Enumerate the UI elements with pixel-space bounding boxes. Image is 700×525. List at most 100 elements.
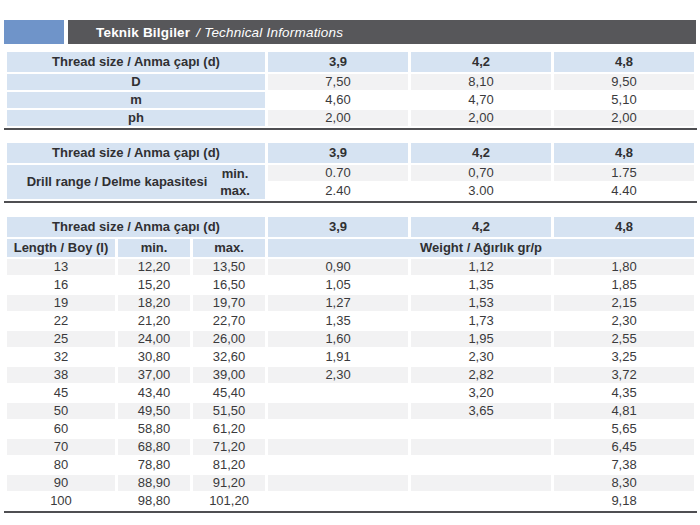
value-cell: 1.75 bbox=[554, 165, 694, 181]
weight-cell: 6,45 bbox=[554, 439, 694, 455]
max-cell: 81,20 bbox=[193, 457, 265, 473]
weight-cell: 4,81 bbox=[554, 403, 694, 419]
weight-cell: 3,72 bbox=[554, 367, 694, 383]
length-cell: 100 bbox=[7, 493, 115, 509]
length-cell: 22 bbox=[7, 313, 115, 329]
table-row: 13 12,20 13,50 0,90 1,12 1,80 bbox=[7, 259, 694, 275]
col-header-4-2: 4,2 bbox=[411, 143, 551, 163]
weight-cell bbox=[411, 475, 551, 491]
title-bar-strip: Teknik Bilgiler / Technical Informations bbox=[68, 20, 696, 44]
length-cell: 16 bbox=[7, 277, 115, 293]
weight-header: Weight / Ağırlık gr/p bbox=[268, 239, 694, 257]
value-cell: 3.00 bbox=[411, 183, 551, 199]
row-label-ph: ph bbox=[7, 110, 265, 126]
table-row: 16 15,20 16,50 1,05 1,35 1,85 bbox=[7, 277, 694, 293]
table-row: ph 2,00 2,00 2,00 bbox=[7, 110, 694, 126]
value-cell: 2,00 bbox=[554, 110, 694, 126]
col-header-3-9: 3,9 bbox=[268, 52, 408, 72]
length-cell: 80 bbox=[7, 457, 115, 473]
value-cell: 8,10 bbox=[411, 74, 551, 90]
length-cell: 70 bbox=[7, 439, 115, 455]
col-header-4-8: 4,8 bbox=[554, 52, 694, 72]
accent-blue-square bbox=[4, 20, 64, 44]
weight-cell bbox=[268, 493, 408, 509]
weight-cell bbox=[411, 421, 551, 437]
max-cell: 101,20 bbox=[193, 493, 265, 509]
table-row: 100 98,80 101,20 9,18 bbox=[7, 493, 694, 509]
weight-cell: 7,38 bbox=[554, 457, 694, 473]
min-cell: 88,90 bbox=[118, 475, 190, 491]
weight-cell: 3,20 bbox=[411, 385, 551, 401]
length-cell: 19 bbox=[7, 295, 115, 311]
weight-cell: 5,65 bbox=[554, 421, 694, 437]
weight-cell bbox=[411, 439, 551, 455]
col-header-4-2: 4,2 bbox=[411, 52, 551, 72]
value-cell: 2,00 bbox=[268, 110, 408, 126]
col-header-4-8: 4,8 bbox=[554, 143, 694, 163]
row-label-D: D bbox=[7, 74, 265, 90]
table-header-row: Thread size / Anma çapı (d) 3,9 4,2 4,8 bbox=[7, 52, 694, 72]
value-cell: 0.70 bbox=[268, 165, 408, 181]
thread-size-header: Thread size / Anma çapı (d) bbox=[7, 217, 265, 237]
drill-range-group-cell: Drill range / Delme kapasitesi min. max. bbox=[7, 165, 265, 199]
weight-cell: 2,15 bbox=[554, 295, 694, 311]
weight-cell: 0,90 bbox=[268, 259, 408, 275]
value-cell: 2,00 bbox=[411, 110, 551, 126]
min-cell: 49,50 bbox=[118, 403, 190, 419]
table-row: 25 24,00 26,00 1,60 1,95 2,55 bbox=[7, 331, 694, 347]
max-cell: 71,20 bbox=[193, 439, 265, 455]
table-row: 22 21,20 22,70 1,35 1,73 2,30 bbox=[7, 313, 694, 329]
max-cell: 13,50 bbox=[193, 259, 265, 275]
min-cell: 15,20 bbox=[118, 277, 190, 293]
technical-info-page: Teknik Bilgiler / Technical Informations… bbox=[0, 0, 700, 513]
table-header-row: Thread size / Anma çapı (d) 3,9 4,2 4,8 bbox=[7, 143, 694, 163]
weight-cell: 2,82 bbox=[411, 367, 551, 383]
table-row: 70 68,80 71,20 6,45 bbox=[7, 439, 694, 455]
weight-cell: 3,25 bbox=[554, 349, 694, 365]
length-cell: 38 bbox=[7, 367, 115, 383]
weight-cell: 2,30 bbox=[268, 367, 408, 383]
weight-cell: 1,05 bbox=[268, 277, 408, 293]
value-cell: 4.40 bbox=[554, 183, 694, 199]
weight-cell bbox=[268, 457, 408, 473]
title-bar: Teknik Bilgiler / Technical Informations bbox=[4, 20, 696, 44]
weight-cell: 1,35 bbox=[268, 313, 408, 329]
min-cell: 30,80 bbox=[118, 349, 190, 365]
thread-size-header: Thread size / Anma çapı (d) bbox=[7, 52, 265, 72]
table-row: 32 30,80 32,60 1,91 2,30 3,25 bbox=[7, 349, 694, 365]
table-row: 80 78,80 81,20 7,38 bbox=[7, 457, 694, 473]
length-cell: 90 bbox=[7, 475, 115, 491]
weight-cell: 1,73 bbox=[411, 313, 551, 329]
table-row: 38 37,00 39,00 2,30 2,82 3,72 bbox=[7, 367, 694, 383]
min-cell: 78,80 bbox=[118, 457, 190, 473]
weight-cell: 4,35 bbox=[554, 385, 694, 401]
weight-cell: 1,95 bbox=[411, 331, 551, 347]
weight-cell bbox=[411, 493, 551, 509]
length-cell: 60 bbox=[7, 421, 115, 437]
value-cell: 5,10 bbox=[554, 92, 694, 108]
weight-cell bbox=[411, 457, 551, 473]
max-cell: 39,00 bbox=[193, 367, 265, 383]
max-cell: 51,50 bbox=[193, 403, 265, 419]
length-cell: 32 bbox=[7, 349, 115, 365]
row-label-m: m bbox=[7, 92, 265, 108]
weight-cell: 8,30 bbox=[554, 475, 694, 491]
weight-cell: 1,91 bbox=[268, 349, 408, 365]
min-label: min. bbox=[213, 165, 257, 182]
weight-cell: 2,30 bbox=[554, 313, 694, 329]
col-header-4-2: 4,2 bbox=[411, 217, 551, 237]
value-cell: 2.40 bbox=[268, 183, 408, 199]
length-cell: 50 bbox=[7, 403, 115, 419]
table-bottom-rule bbox=[4, 511, 697, 513]
col-header-3-9: 3,9 bbox=[268, 217, 408, 237]
weight-cell: 2,30 bbox=[411, 349, 551, 365]
length-cell: 45 bbox=[7, 385, 115, 401]
min-cell: 68,80 bbox=[118, 439, 190, 455]
weight-cell: 1,80 bbox=[554, 259, 694, 275]
weight-cell bbox=[268, 385, 408, 401]
length-header: Length / Boy (I) bbox=[7, 239, 115, 257]
weight-cell: 1,35 bbox=[411, 277, 551, 293]
weight-cell bbox=[268, 475, 408, 491]
weight-cell: 1,85 bbox=[554, 277, 694, 293]
table-row: Drill range / Delme kapasitesi min. max.… bbox=[7, 165, 694, 181]
